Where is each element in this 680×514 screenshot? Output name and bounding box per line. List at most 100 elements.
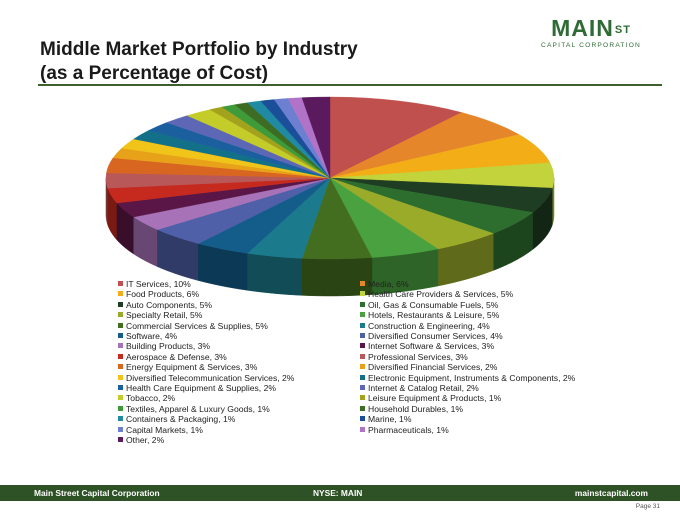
legend-swatch bbox=[360, 405, 365, 411]
legend-item: Health Care Providers & Services, 5% bbox=[360, 289, 513, 299]
legend-label: Capital Markets, 1% bbox=[126, 424, 203, 435]
legend-swatch bbox=[360, 333, 365, 338]
legend-swatch bbox=[360, 364, 365, 370]
legend-swatch bbox=[360, 343, 365, 349]
legend-item: Textiles, Apparel & Luxury Goods, 1% bbox=[118, 404, 270, 414]
legend-swatch bbox=[118, 364, 123, 370]
legend-label: Other, 2% bbox=[126, 435, 165, 445]
page-number: Page 31 bbox=[635, 503, 660, 510]
legend-label: Leisure Equipment & Products, 1% bbox=[368, 393, 502, 404]
legend-item: Tobacco, 2% bbox=[118, 393, 175, 403]
legend-label: Containers & Packaging, 1% bbox=[126, 414, 236, 425]
legend-item: Auto Components, 5% bbox=[118, 300, 212, 310]
legend-swatch bbox=[360, 374, 365, 380]
footer-bar: Main Street Capital Corporation NYSE: MA… bbox=[0, 485, 680, 501]
legend-item: Energy Equipment & Services, 3% bbox=[118, 362, 257, 372]
pie-slice bbox=[301, 96, 331, 179]
legend-label: Specialty Retail, 5% bbox=[126, 310, 203, 321]
legend-item: Commercial Services & Supplies, 5% bbox=[118, 321, 268, 331]
legend-item: Diversified Telecommunication Services, … bbox=[118, 373, 294, 383]
legend-label: Software, 4% bbox=[126, 331, 178, 341]
page-title: Middle Market Portfolio by Industry (as … bbox=[40, 38, 358, 86]
logo-tagline: CAPITAL CORPORATION bbox=[541, 42, 641, 49]
legend-label: Health Care Equipment & Supplies, 2% bbox=[126, 383, 276, 393]
legend-swatch bbox=[118, 353, 123, 359]
legend-label: Internet Software & Services, 3% bbox=[368, 341, 495, 352]
legend-item: Diversified Financial Services, 2% bbox=[360, 362, 497, 372]
legend-label: Media, 6% bbox=[368, 279, 409, 289]
footer-website: mainstcapital.com bbox=[574, 488, 648, 498]
legend-swatch bbox=[118, 426, 123, 432]
legend-swatch bbox=[118, 343, 123, 349]
legend-label: Pharmaceuticals, 1% bbox=[368, 424, 449, 435]
title-divider bbox=[38, 84, 662, 86]
logo-superscript: ST bbox=[614, 24, 631, 36]
legend-label: Commercial Services & Supplies, 5% bbox=[126, 320, 268, 331]
legend-item: Capital Markets, 1% bbox=[118, 425, 203, 435]
title-line-1: Middle Market Portfolio by Industry bbox=[40, 39, 358, 60]
legend-label: Internet & Catalog Retail, 2% bbox=[368, 383, 479, 393]
legend-item: Electronic Equipment, Instruments & Comp… bbox=[360, 373, 575, 383]
legend-label: Building Products, 3% bbox=[126, 341, 211, 352]
legend-item: Food Products, 6% bbox=[118, 289, 199, 299]
legend-label: IT Services, 10% bbox=[126, 279, 191, 289]
legend-swatch bbox=[118, 291, 123, 297]
legend-label: Diversified Financial Services, 2% bbox=[368, 362, 498, 373]
legend-label: Aerospace & Defense, 3% bbox=[126, 351, 227, 362]
legend-label: Auto Components, 5% bbox=[126, 299, 212, 310]
legend-item: Household Durables, 1% bbox=[360, 404, 463, 414]
legend-item: Other, 2% bbox=[118, 435, 164, 445]
legend-label: Tobacco, 2% bbox=[126, 393, 176, 404]
legend-label: Professional Services, 3% bbox=[368, 351, 468, 362]
pie-slice bbox=[329, 96, 463, 179]
legend-swatch bbox=[360, 426, 365, 432]
legend-swatch bbox=[118, 281, 123, 286]
legend-swatch bbox=[118, 312, 123, 318]
legend-item: IT Services, 10% bbox=[118, 279, 191, 289]
legend-swatch bbox=[360, 312, 365, 318]
legend-item: Health Care Equipment & Supplies, 2% bbox=[118, 383, 276, 393]
footer-ticker: NYSE: MAIN bbox=[313, 488, 363, 498]
pie-chart bbox=[105, 96, 555, 297]
legend-label: Diversified Consumer Services, 4% bbox=[368, 331, 503, 341]
legend-label: Health Care Providers & Services, 5% bbox=[368, 289, 514, 300]
legend-item: Software, 4% bbox=[118, 331, 177, 341]
legend-swatch bbox=[118, 301, 123, 307]
legend-item: Diversified Consumer Services, 4% bbox=[360, 331, 503, 341]
legend-item: Marine, 1% bbox=[360, 414, 411, 424]
footer-company: Main Street Capital Corporation bbox=[34, 488, 160, 498]
legend-swatch bbox=[360, 291, 365, 297]
legend-swatch bbox=[360, 322, 365, 328]
legend-item: Professional Services, 3% bbox=[360, 352, 468, 362]
legend-label: Oil, Gas & Consumable Fuels, 5% bbox=[368, 299, 499, 310]
legend-swatch bbox=[118, 416, 123, 422]
legend-swatch bbox=[360, 395, 365, 401]
legend-item: Specialty Retail, 5% bbox=[118, 310, 202, 320]
legend-item: Oil, Gas & Consumable Fuels, 5% bbox=[360, 300, 498, 310]
legend-item: Aerospace & Defense, 3% bbox=[118, 352, 227, 362]
legend-item: Leisure Equipment & Products, 1% bbox=[360, 393, 501, 403]
legend-swatch bbox=[118, 333, 123, 338]
legend-item: Internet Software & Services, 3% bbox=[360, 341, 494, 351]
legend-swatch bbox=[360, 301, 365, 307]
legend-label: Energy Equipment & Services, 3% bbox=[126, 362, 258, 373]
legend-swatch bbox=[360, 385, 365, 390]
legend-label: Diversified Telecommunication Services, … bbox=[126, 372, 295, 383]
legend-label: Food Products, 6% bbox=[126, 289, 200, 300]
legend-label: Textiles, Apparel & Luxury Goods, 1% bbox=[126, 403, 270, 414]
legend-swatch bbox=[360, 281, 365, 286]
legend-label: Construction & Engineering, 4% bbox=[368, 320, 490, 331]
logo-word: MAIN bbox=[551, 15, 614, 41]
legend-label: Household Durables, 1% bbox=[368, 403, 464, 414]
company-logo: MAINST CAPITAL CORPORATION bbox=[536, 16, 646, 49]
title-line-2: (as a Percentage of Cost) bbox=[40, 63, 269, 84]
legend-item: Construction & Engineering, 4% bbox=[360, 321, 490, 331]
legend-label: Marine, 1% bbox=[368, 414, 412, 425]
legend-item: Containers & Packaging, 1% bbox=[118, 414, 235, 424]
legend-item: Internet & Catalog Retail, 2% bbox=[360, 383, 479, 393]
legend-swatch bbox=[360, 416, 365, 422]
legend-swatch bbox=[118, 385, 123, 390]
legend-swatch bbox=[118, 374, 123, 380]
legend-item: Hotels, Restaurants & Leisure, 5% bbox=[360, 310, 499, 320]
legend-item: Pharmaceuticals, 1% bbox=[360, 425, 449, 435]
